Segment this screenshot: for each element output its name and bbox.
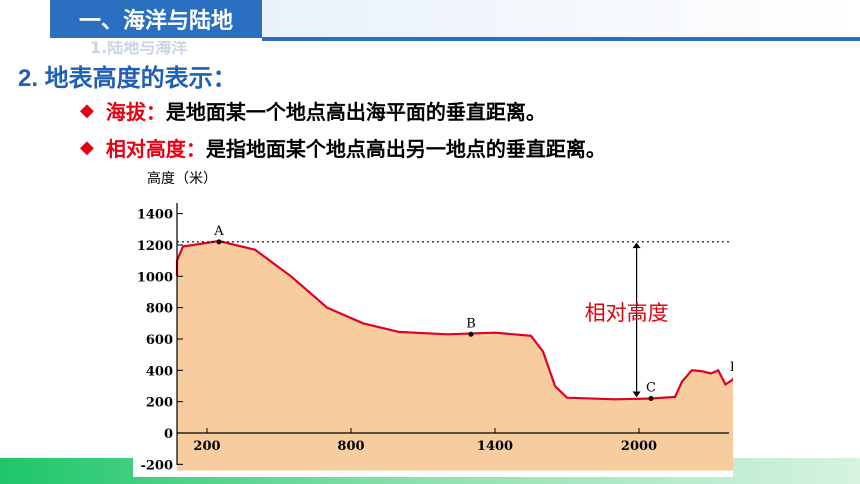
bullet-text: 是指地面某个地点高出另一地点的垂直距离。 [205,137,606,161]
point-marker [216,239,222,245]
diamond-bullet-icon: ◆ [80,100,94,121]
y-tick-label: 1000 [137,270,173,285]
point-label: A [213,224,224,239]
relative-height-label: 相对高度 [585,301,669,325]
section-heading: 2. 地表高度的表示： [18,65,237,92]
y-tick-label: 1400 [137,208,173,223]
elevation-chart: 1400 1200 1000 800 600 400 200 0 -200 高度（米） 200 800… [133,165,860,477]
point-marker [468,331,474,337]
x-tick-label: 200 [193,439,220,454]
y-tick-label: 600 [146,333,173,348]
y-tick-label: -200 [140,458,173,473]
point-marker [648,396,654,402]
x-tick-label: 2000 [621,439,657,454]
subtitle-ghost: 1.陆地与海洋 [90,41,188,55]
bullet-relative-height: ◆ 相对高度： 是指地面某个地点高出另一地点的垂直距离。 [80,133,606,162]
x-tick-label: 1400 [477,439,513,454]
y-tick-label: 800 [146,302,173,317]
land-area [177,241,860,471]
y-axis-label: 高度（米） [147,170,217,187]
point-label: D [730,360,733,375]
y-tick-label: 200 [146,396,173,411]
page-title: 一、海洋与陆地 [50,0,262,38]
point-label: C [646,381,656,396]
bullet-altitude: ◆ 海拔： 是地面某一个地点高出海平面的垂直距离。 [80,96,546,125]
x-tick-label: 800 [337,439,364,454]
bullet-term: 相对高度： [105,137,206,161]
point-label: B [466,316,476,331]
y-tick-label: 1200 [137,239,173,254]
relative-height-arrowhead-bottom [632,391,641,398]
title-bar-fade [262,0,860,37]
diamond-bullet-icon: ◆ [80,137,94,158]
y-tick-label: 400 [146,364,173,379]
bullet-term: 海拔： [105,100,166,124]
title-underline [262,37,860,41]
y-tick-label: 0 [164,427,173,442]
bullet-text: 是地面某一个地点高出海平面的垂直距离。 [165,100,546,124]
relative-height-arrowhead-top [632,242,641,249]
